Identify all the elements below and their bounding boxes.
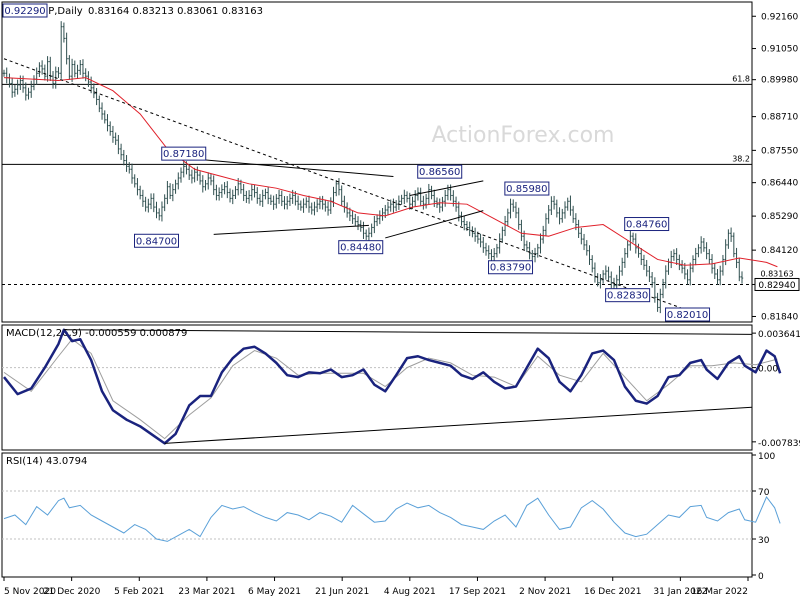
macd-trendline: [164, 406, 753, 444]
rsi-y-tick-label: 0: [758, 572, 764, 582]
fib-level-label: 61.8: [732, 74, 750, 83]
macd-trendline: [63, 329, 753, 335]
last-price-label: 0.83163: [760, 269, 793, 278]
price-callout-label: 0.87180: [163, 149, 204, 160]
price-y-tick-label: 0.92160: [761, 12, 798, 22]
rsi-y-tick-label: 30: [758, 536, 770, 546]
ohlc-values: 0.83164 0.83213 0.83061 0.83163: [88, 6, 263, 17]
x-axis-label: 17 Sep 2021: [449, 587, 506, 597]
trendline: [385, 210, 484, 239]
macd-y-tick-label: -0.007839: [758, 439, 800, 449]
price-callout-label: 0.82010: [667, 310, 708, 321]
x-axis-label: 6 May 2021: [248, 587, 301, 597]
x-axis-label: 16 Dec 2021: [584, 587, 642, 597]
price-callout-box: [161, 146, 207, 161]
x-axis-label: 4 Aug 2021: [384, 587, 436, 597]
x-axis-label: 2 Nov 2021: [519, 587, 571, 597]
price-y-tick-label: 0.86440: [761, 179, 798, 189]
rsi-label: RSI(14) 43.0794: [6, 456, 87, 467]
price-callout-box: [488, 260, 534, 275]
rsi-line: [3, 496, 781, 542]
x-axis-label: 31 Jan 2022: [653, 587, 707, 597]
price-callout-box: [504, 181, 550, 196]
price-callout-box: [605, 288, 651, 303]
price-callout-label: 0.84700: [136, 236, 177, 247]
price-callout-box: [2, 3, 48, 18]
macd-label: MACD(12,26,9) -0.000559 0.000879: [6, 328, 187, 339]
price-y-tick-label: 0.91050: [761, 45, 798, 55]
trendline: [213, 224, 369, 235]
price-panel-frame: [1, 1, 753, 323]
price-y-tick-label: 0.81840: [761, 312, 798, 322]
rsi-y-tick-label: 70: [758, 488, 770, 498]
current-price-label: 0.82940: [758, 281, 795, 291]
macd-layer: [2, 328, 782, 445]
price-callout-label: 0.86560: [419, 167, 460, 178]
fib-level-label: 38.2: [732, 154, 750, 163]
rsi-y-tick-label: 100: [758, 452, 775, 462]
x-axis-label: 21 Dec 2020: [43, 587, 101, 597]
price-y-tick-label: 0.87550: [761, 146, 798, 156]
price-y-tick-label: 0.85290: [761, 212, 798, 222]
watermark: ActionForex.com: [432, 123, 615, 148]
price-callout-label: 0.92290: [4, 6, 45, 17]
price-callout-label: 0.84480: [340, 243, 381, 254]
price-y-tick-label: 0.84120: [761, 246, 798, 256]
x-axis-label: 16 Mar 2022: [691, 587, 748, 597]
symbol-label: EURGBP,Daily: [13, 6, 83, 17]
axis-layer: 0.92160 0.91050 0.89980 0.88710 0.87550 0.864…: [3, 12, 800, 597]
price-callout-label: 0.85980: [506, 184, 547, 195]
rsi-layer: [2, 490, 781, 542]
macd-y-tick-label: 0.003641: [758, 330, 800, 340]
price-callout-label: 0.82830: [607, 291, 648, 302]
macd-panel-frame: [1, 324, 753, 451]
macd-y-tick-label: 0.00: [758, 365, 778, 375]
x-axis-label: 23 Mar 2021: [178, 587, 235, 597]
price-callout-box: [417, 164, 463, 179]
price-y-tick-label: 0.89980: [761, 76, 798, 86]
macd-line: [3, 328, 782, 445]
current-price-box: [754, 277, 800, 291]
trendline: [189, 158, 394, 178]
rsi-panel-frame: [1, 452, 753, 578]
price-callout-box: [134, 233, 180, 248]
x-axis-label: 5 Nov 2020: [4, 587, 56, 597]
price-layer: 61.8 38.2 0.92290 0.87180 0.84700 0.84480 0.86…: [2, 3, 778, 322]
price-callout-label: 0.83790: [490, 263, 531, 274]
x-axis-label: 5 Feb 2021: [114, 587, 164, 597]
trendline: [409, 180, 484, 196]
price-callout-label: 0.84760: [626, 220, 667, 231]
price-callout-box: [665, 307, 711, 322]
trendline-dashed: [3, 58, 683, 309]
price-y-tick-label: 0.88710: [761, 113, 798, 123]
price-callout-box: [624, 217, 670, 232]
sma-line: [3, 77, 778, 268]
price-callout-box: [338, 240, 384, 255]
x-axis-label: 21 Jun 2021: [315, 587, 369, 597]
